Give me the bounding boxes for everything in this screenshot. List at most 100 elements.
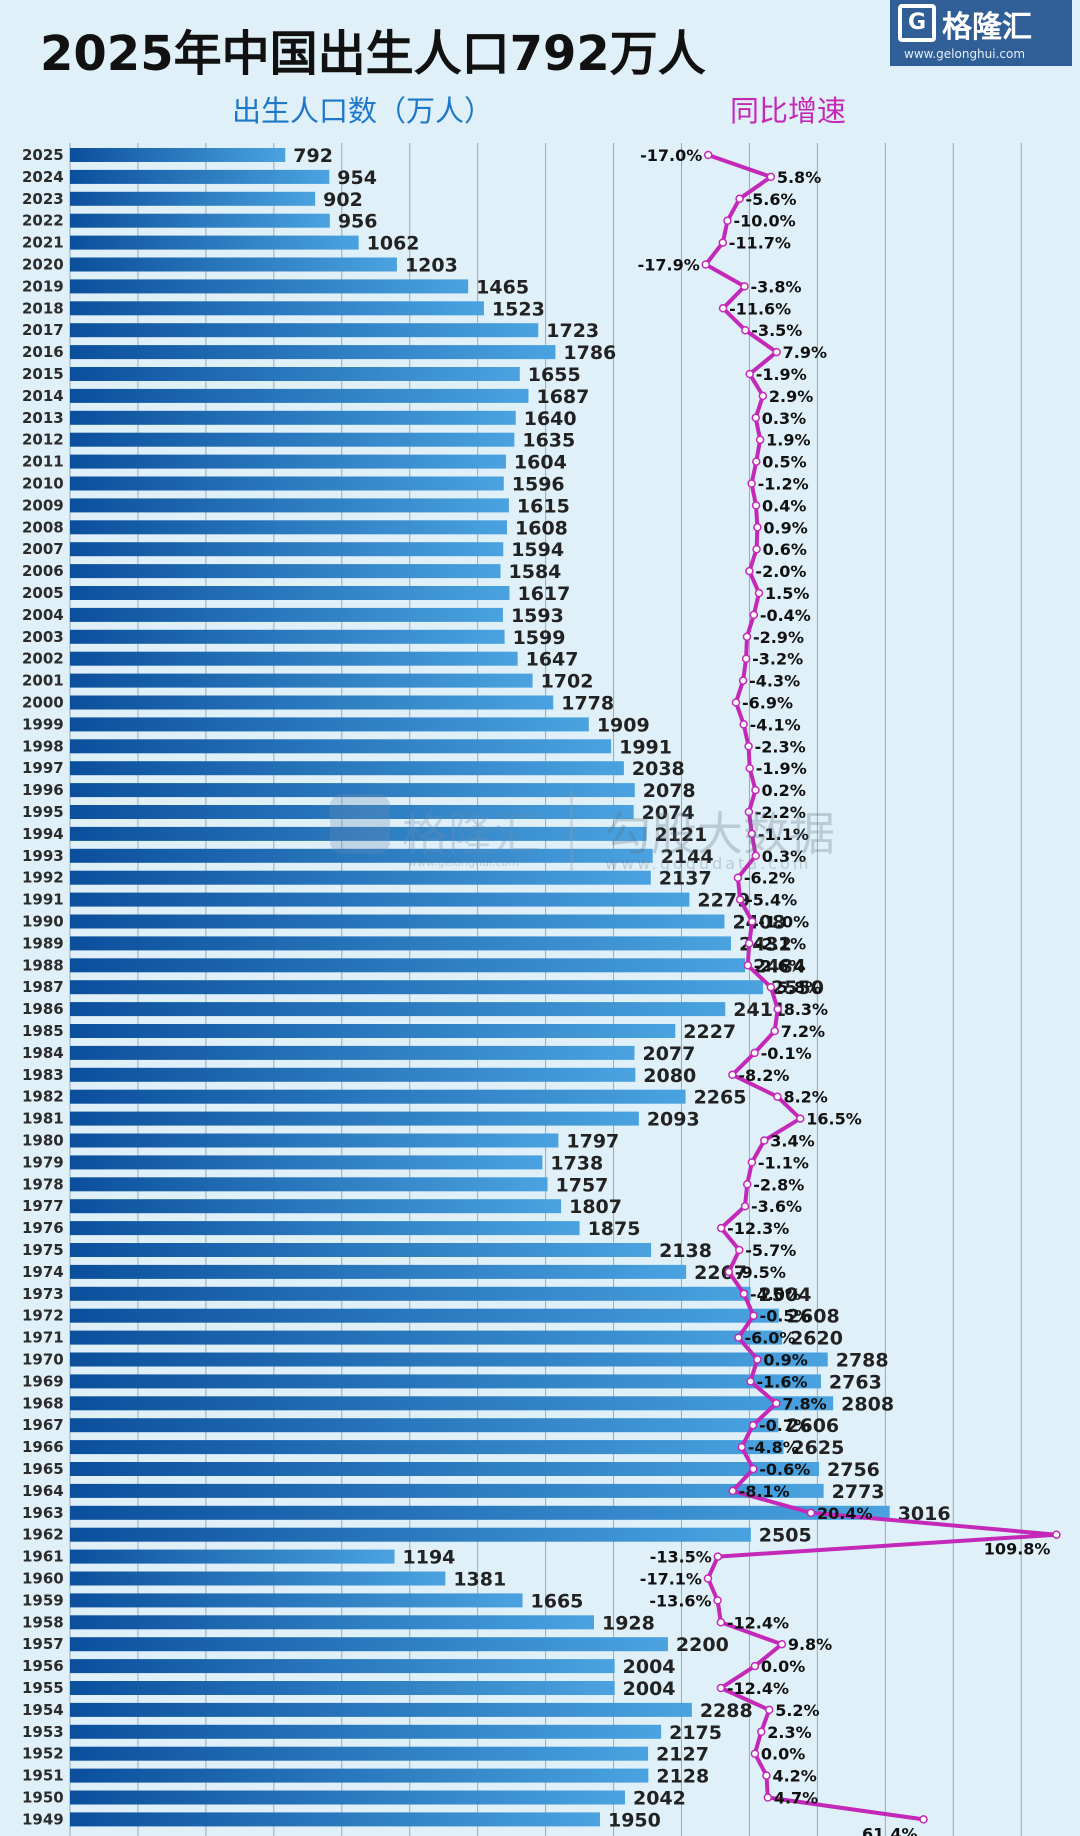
bar-2002 bbox=[70, 651, 518, 666]
growth-point-2022 bbox=[723, 216, 732, 225]
bar-1989 bbox=[70, 936, 731, 951]
bar-2006 bbox=[70, 564, 501, 579]
year-label: 2025 bbox=[22, 146, 64, 164]
bar-value-label: 1778 bbox=[561, 693, 614, 715]
bar-1951 bbox=[70, 1768, 649, 1783]
bar-1957 bbox=[70, 1637, 668, 1652]
growth-point-2024 bbox=[766, 172, 776, 182]
bar-value-label: 2620 bbox=[790, 1328, 843, 1350]
bar-1994 bbox=[70, 826, 647, 841]
year-label: 2022 bbox=[22, 212, 64, 230]
year-label: 2013 bbox=[22, 409, 64, 427]
bar-value-label: 2606 bbox=[786, 1415, 839, 1437]
growth-point-1977 bbox=[740, 1201, 750, 1211]
bar-value-label: 1635 bbox=[522, 430, 575, 452]
bar-2004 bbox=[70, 607, 503, 622]
bar-value-label: 2137 bbox=[659, 868, 712, 890]
growth-point-2011 bbox=[752, 457, 761, 466]
growth-point-1962 bbox=[1052, 1530, 1061, 1539]
growth-point-1990 bbox=[747, 917, 757, 926]
growth-value-label: 7.8% bbox=[782, 1394, 826, 1413]
year-label: 2008 bbox=[22, 518, 64, 536]
bar-1961 bbox=[70, 1549, 395, 1564]
growth-value-label: -12.3% bbox=[727, 1219, 789, 1238]
year-label: 1972 bbox=[22, 1307, 64, 1325]
bar-value-label: 2550 bbox=[771, 977, 824, 999]
bar-value-label: 2004 bbox=[623, 1678, 676, 1700]
growth-value-label: 5.8% bbox=[777, 978, 821, 997]
year-label: 1964 bbox=[22, 1482, 64, 1500]
growth-value-label: -6.0% bbox=[744, 1329, 795, 1348]
bar-1983 bbox=[70, 1067, 636, 1082]
growth-point-2002 bbox=[741, 654, 751, 663]
bar-1956 bbox=[70, 1659, 615, 1674]
growth-value-label: 0.9% bbox=[763, 1351, 807, 1370]
growth-point-1966 bbox=[737, 1442, 746, 1452]
bar-value-label: 1381 bbox=[453, 1569, 506, 1591]
bar-value-label: 2078 bbox=[643, 780, 696, 802]
bar-value-label: 1797 bbox=[566, 1131, 619, 1153]
growth-value-label: -10.0% bbox=[733, 212, 795, 231]
growth-point-2004 bbox=[749, 610, 759, 620]
bar-2014 bbox=[70, 388, 529, 403]
growth-point-1998 bbox=[744, 742, 753, 751]
year-label: 1998 bbox=[22, 737, 64, 755]
bar-1964 bbox=[70, 1483, 824, 1498]
growth-value-label: -2.8% bbox=[753, 1175, 804, 1194]
bar-2017 bbox=[70, 323, 539, 338]
year-label: 2007 bbox=[22, 540, 64, 558]
bar-2016 bbox=[70, 345, 556, 360]
bar-2003 bbox=[70, 629, 505, 644]
growth-value-label: -1.1% bbox=[758, 1153, 809, 1172]
growth-value-label: -12.4% bbox=[727, 1613, 789, 1632]
year-label: 1966 bbox=[22, 1438, 64, 1456]
growth-value-label: 109.8% bbox=[984, 1540, 1051, 1559]
bar-1960 bbox=[70, 1571, 446, 1586]
growth-value-label: -1.9% bbox=[756, 365, 807, 384]
year-label: 1954 bbox=[22, 1701, 64, 1719]
year-label: 1990 bbox=[22, 913, 64, 931]
bar-2015 bbox=[70, 367, 520, 381]
growth-point-1953 bbox=[756, 1727, 766, 1737]
year-label: 1970 bbox=[22, 1351, 64, 1369]
bar-value-label: 2411 bbox=[733, 999, 786, 1021]
growth-value-label: 7.2% bbox=[781, 1022, 825, 1041]
year-label: 1957 bbox=[22, 1635, 64, 1653]
growth-point-2025 bbox=[703, 150, 713, 160]
bar-value-label: 2788 bbox=[836, 1350, 889, 1372]
bar-2024 bbox=[70, 169, 330, 184]
bar-value-label: 902 bbox=[323, 189, 363, 211]
bar-value-label: 1757 bbox=[556, 1174, 609, 1196]
growth-value-label: 2.3% bbox=[767, 1723, 811, 1742]
growth-value-label: -0.4% bbox=[760, 606, 811, 625]
year-label: 1971 bbox=[22, 1329, 64, 1347]
bar-value-label: 1465 bbox=[476, 276, 529, 298]
growth-value-label: -5.4% bbox=[746, 891, 797, 910]
growth-value-label: -2.1% bbox=[755, 934, 806, 953]
growth-value-label: -4.3% bbox=[749, 672, 800, 691]
year-label: 1982 bbox=[22, 1088, 64, 1106]
year-label: 1963 bbox=[22, 1504, 64, 1522]
bar-value-label: 1655 bbox=[528, 364, 581, 386]
year-label: 1976 bbox=[22, 1219, 64, 1237]
bar-2000 bbox=[70, 695, 554, 710]
growth-point-1983 bbox=[728, 1070, 737, 1080]
growth-point-1964 bbox=[728, 1486, 737, 1496]
bar-value-label: 1615 bbox=[517, 495, 570, 517]
bar-1988 bbox=[70, 958, 746, 973]
bar-1985 bbox=[70, 1024, 676, 1038]
growth-value-label: -12.4% bbox=[727, 1679, 789, 1698]
year-label: 1974 bbox=[22, 1263, 64, 1281]
bar-value-label: 3016 bbox=[898, 1503, 951, 1525]
growth-point-2003 bbox=[742, 632, 752, 642]
growth-value-label: -17.1% bbox=[640, 1570, 702, 1589]
bar-value-label: 1604 bbox=[514, 452, 567, 474]
bar-1993 bbox=[70, 848, 653, 863]
growth-value-label: -0.7% bbox=[759, 1416, 810, 1435]
growth-value-label: -13.5% bbox=[650, 1548, 712, 1567]
bar-value-label: 2756 bbox=[827, 1459, 880, 1481]
growth-point-2009 bbox=[751, 501, 761, 510]
growth-point-1974 bbox=[724, 1267, 734, 1277]
bar-value-label: 2763 bbox=[829, 1371, 882, 1393]
